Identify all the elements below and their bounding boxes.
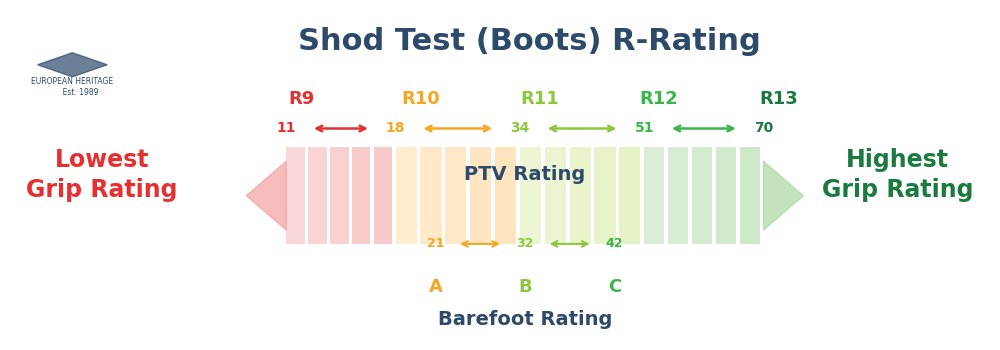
FancyBboxPatch shape <box>352 147 370 244</box>
Text: R11: R11 <box>520 90 559 108</box>
Text: 11: 11 <box>276 121 296 135</box>
FancyBboxPatch shape <box>740 147 760 244</box>
Text: Highest
Grip Rating: Highest Grip Rating <box>822 148 974 202</box>
FancyBboxPatch shape <box>308 147 327 244</box>
Text: R12: R12 <box>640 90 678 108</box>
Text: PTV Rating: PTV Rating <box>464 166 585 184</box>
FancyBboxPatch shape <box>545 147 566 244</box>
Text: 18: 18 <box>386 121 405 135</box>
FancyBboxPatch shape <box>420 147 442 244</box>
Text: 42: 42 <box>606 237 623 250</box>
Text: 51: 51 <box>634 121 654 135</box>
Polygon shape <box>764 161 803 230</box>
Text: 21: 21 <box>427 237 444 250</box>
Text: EUROPEAN HERITAGE
       Est. 1989: EUROPEAN HERITAGE Est. 1989 <box>31 77 113 97</box>
FancyBboxPatch shape <box>594 147 616 244</box>
Text: Lowest
Grip Rating: Lowest Grip Rating <box>26 148 178 202</box>
Text: Barefoot Rating: Barefoot Rating <box>438 310 612 329</box>
Text: B: B <box>518 278 532 296</box>
FancyBboxPatch shape <box>716 147 736 244</box>
FancyBboxPatch shape <box>644 147 664 244</box>
Text: A: A <box>428 278 442 296</box>
FancyBboxPatch shape <box>692 147 712 244</box>
FancyBboxPatch shape <box>668 147 688 244</box>
FancyBboxPatch shape <box>330 147 349 244</box>
FancyBboxPatch shape <box>520 147 541 244</box>
Text: R13: R13 <box>759 90 798 108</box>
FancyBboxPatch shape <box>570 147 591 244</box>
Text: R10: R10 <box>401 90 440 108</box>
Polygon shape <box>246 161 286 230</box>
Text: C: C <box>608 278 621 296</box>
FancyBboxPatch shape <box>396 147 417 244</box>
FancyBboxPatch shape <box>470 147 491 244</box>
Polygon shape <box>38 53 107 77</box>
Text: 32: 32 <box>516 237 534 250</box>
Text: 70: 70 <box>754 121 773 135</box>
FancyBboxPatch shape <box>619 147 640 244</box>
FancyBboxPatch shape <box>374 147 392 244</box>
Text: R9: R9 <box>288 90 314 108</box>
Text: 34: 34 <box>510 121 530 135</box>
FancyBboxPatch shape <box>445 147 466 244</box>
FancyBboxPatch shape <box>286 147 305 244</box>
FancyBboxPatch shape <box>495 147 516 244</box>
Text: Shod Test (Boots) R-Rating: Shod Test (Boots) R-Rating <box>298 27 761 56</box>
